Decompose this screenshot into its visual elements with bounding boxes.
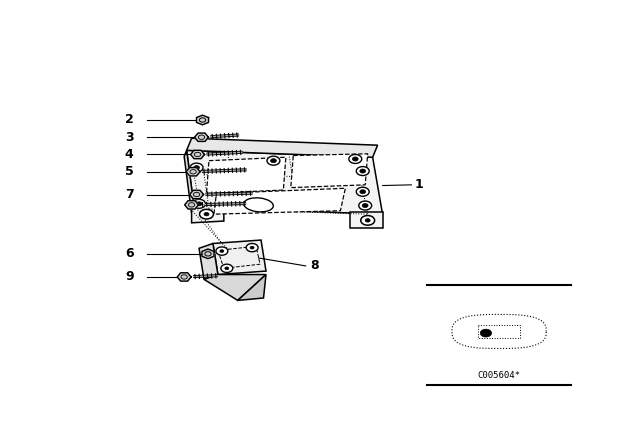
Circle shape [225, 267, 229, 270]
Text: 2: 2 [125, 113, 134, 126]
Polygon shape [185, 201, 198, 209]
Circle shape [356, 167, 369, 176]
Circle shape [359, 201, 372, 210]
Text: 7: 7 [125, 188, 134, 201]
Polygon shape [177, 273, 191, 281]
Circle shape [356, 187, 369, 196]
Circle shape [349, 155, 362, 164]
Circle shape [271, 159, 276, 163]
Text: 1: 1 [415, 178, 424, 191]
Polygon shape [213, 240, 266, 275]
Polygon shape [291, 154, 367, 188]
Polygon shape [191, 151, 205, 159]
Polygon shape [189, 190, 204, 198]
Circle shape [193, 199, 205, 208]
Circle shape [267, 156, 280, 165]
Circle shape [196, 202, 202, 206]
Circle shape [216, 247, 228, 255]
Circle shape [221, 264, 233, 272]
Polygon shape [202, 249, 214, 258]
Polygon shape [187, 151, 383, 214]
Ellipse shape [244, 198, 273, 212]
Circle shape [361, 215, 374, 225]
Circle shape [365, 219, 370, 222]
Polygon shape [350, 212, 383, 228]
Text: 4: 4 [125, 148, 134, 161]
Polygon shape [184, 151, 194, 213]
Polygon shape [204, 275, 266, 301]
Polygon shape [195, 133, 209, 142]
Text: 3: 3 [125, 131, 134, 144]
Circle shape [360, 169, 365, 173]
Circle shape [353, 157, 358, 161]
Text: 6: 6 [125, 247, 134, 260]
Circle shape [360, 190, 365, 194]
Circle shape [200, 209, 213, 219]
Circle shape [194, 166, 200, 170]
Text: 9: 9 [125, 271, 134, 284]
Polygon shape [196, 115, 209, 125]
Polygon shape [191, 204, 224, 223]
Polygon shape [186, 168, 200, 176]
Polygon shape [199, 244, 218, 280]
Polygon shape [187, 138, 378, 157]
Text: C005604*: C005604* [477, 371, 520, 380]
Text: 5: 5 [125, 165, 134, 178]
Circle shape [204, 212, 209, 216]
Text: 8: 8 [310, 259, 319, 272]
Polygon shape [207, 157, 286, 194]
Circle shape [220, 250, 224, 253]
Polygon shape [214, 188, 346, 214]
Circle shape [362, 203, 368, 207]
Circle shape [480, 329, 492, 337]
Circle shape [250, 246, 254, 249]
Polygon shape [237, 275, 266, 301]
Circle shape [246, 244, 258, 252]
Circle shape [190, 163, 203, 172]
